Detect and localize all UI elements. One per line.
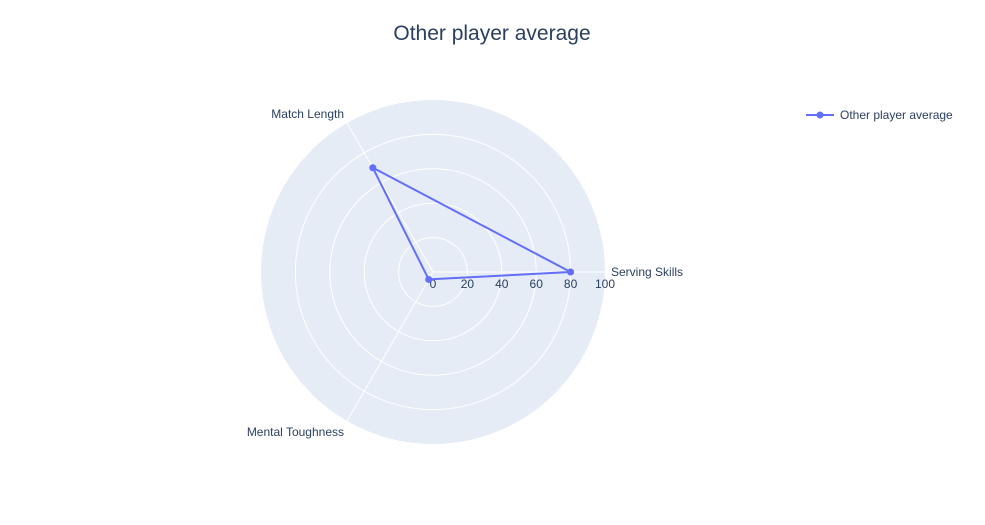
angular-grid-line	[346, 271, 434, 422]
radial-tick-label: 60	[530, 277, 544, 291]
data-point	[369, 164, 377, 172]
radial-tick-label: 0	[430, 277, 437, 291]
axis-label: Mental Toughness	[247, 425, 344, 439]
radial-tick-label: 20	[461, 277, 475, 291]
radial-tick-label: 100	[595, 277, 615, 291]
legend[interactable]: Other player average	[806, 108, 953, 122]
polar-area: Serving Skills Match Length Mental Toughne…	[247, 100, 683, 444]
axis-label: Serving Skills	[611, 265, 683, 279]
data-point	[567, 268, 575, 276]
legend-marker	[816, 111, 824, 119]
axis-label: Match Length	[271, 107, 344, 121]
radial-tick-label: 80	[564, 277, 578, 291]
radial-tick-label: 40	[495, 277, 509, 291]
chart-title: Other player average	[393, 22, 590, 45]
legend-item-label: Other player average	[840, 108, 953, 122]
data-point	[425, 275, 433, 283]
series-line	[371, 166, 572, 281]
angular-grid-line	[346, 122, 434, 273]
